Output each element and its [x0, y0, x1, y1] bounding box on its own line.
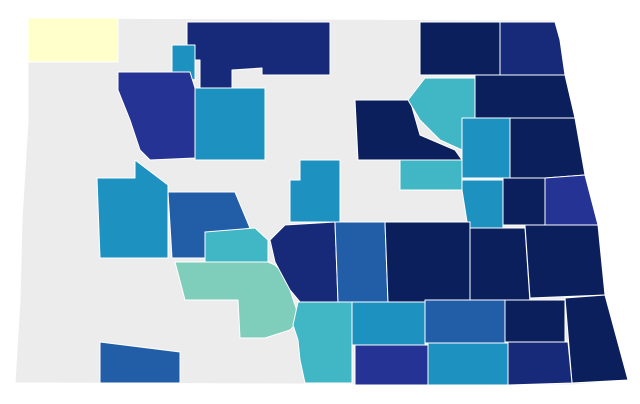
county [186, 21, 331, 89]
county [292, 301, 353, 384]
county [461, 179, 504, 229]
county [524, 224, 606, 299]
county [461, 117, 511, 179]
county [289, 159, 341, 223]
county [354, 344, 429, 386]
county [564, 294, 629, 384]
county [174, 261, 301, 339]
county [384, 221, 471, 303]
county [544, 174, 599, 226]
county [424, 299, 506, 344]
county [351, 301, 426, 346]
county [499, 21, 566, 76]
county [507, 341, 573, 386]
county [96, 159, 169, 259]
county [204, 227, 269, 263]
county [427, 342, 509, 386]
county [474, 74, 576, 119]
county [171, 44, 196, 81]
county [399, 159, 463, 191]
county [407, 77, 476, 151]
county [469, 227, 531, 303]
county [502, 177, 546, 226]
county [509, 117, 586, 179]
county [419, 21, 501, 76]
county [99, 341, 181, 384]
county [504, 299, 566, 343]
county [194, 87, 266, 161]
county [334, 221, 389, 303]
county [27, 17, 119, 63]
counties [14, 17, 629, 386]
county [117, 71, 196, 161]
